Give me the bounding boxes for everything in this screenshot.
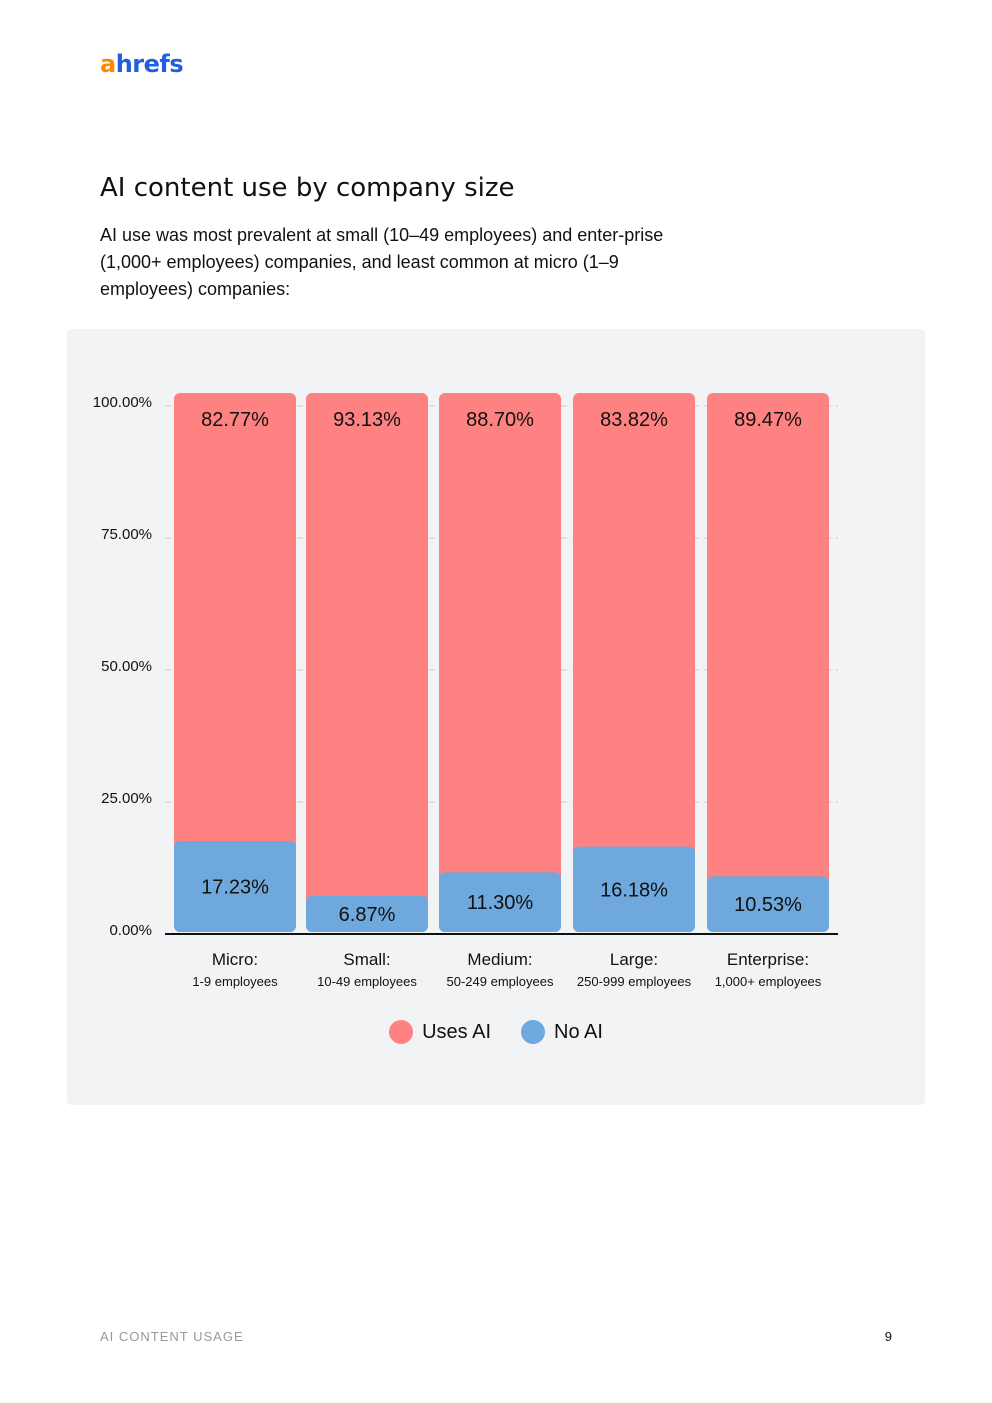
bar-no-ai (573, 846, 695, 932)
legend-swatch-uses-ai (389, 1020, 414, 1044)
footer-section-label: AI CONTENT USAGE (100, 1329, 244, 1344)
x-category-sublabel: 1,000+ employees (715, 974, 822, 989)
bar-label-no-ai: 11.30% (467, 892, 534, 914)
chart-legend: Uses AI No AI (0, 1020, 992, 1044)
bar-label-no-ai: 16.18% (600, 879, 668, 901)
page-subtitle: AI use was most prevalent at small (10–4… (100, 225, 664, 299)
y-tick-label: 100.00% (93, 394, 152, 411)
page-number: 9 (884, 1329, 892, 1344)
legend-swatch-no-ai (521, 1020, 545, 1044)
bar-uses-ai (707, 393, 829, 932)
y-tick-label: 0.00% (109, 922, 152, 939)
bar-label-uses-ai: 93.13% (333, 409, 401, 431)
x-category-label: Medium: (467, 950, 532, 969)
bar-uses-ai (174, 393, 296, 932)
bar-no-ai (707, 876, 829, 932)
bar-label-uses-ai: 89.47% (734, 409, 802, 431)
y-tick-label: 50.00% (101, 658, 152, 675)
bar-uses-ai (439, 393, 561, 932)
page-title: AI content use by company size (100, 173, 515, 203)
x-category-label: Enterprise: (727, 950, 809, 969)
y-tick-label: 75.00% (101, 526, 152, 543)
legend-label-uses-ai: Uses AI (422, 1020, 491, 1043)
ahrefs-logo: ahrefs (100, 50, 184, 78)
legend-item-uses-ai: Uses AI (389, 1020, 491, 1044)
bar-label-no-ai: 6.87% (339, 904, 396, 926)
x-category-sublabel: 250-999 employees (577, 974, 692, 989)
bar-label-no-ai: 17.23% (201, 877, 269, 899)
bar-label-no-ai: 10.53% (734, 894, 802, 916)
x-category-label: Micro: (212, 950, 258, 969)
y-tick-label: 25.00% (101, 790, 152, 807)
bar-uses-ai (306, 393, 428, 932)
bar-label-uses-ai: 88.70% (466, 409, 534, 431)
x-category-sublabel: 50-249 employees (447, 974, 554, 989)
x-category-label: Small: (343, 950, 390, 969)
x-category-label: Large: (610, 950, 658, 969)
bar-no-ai (306, 895, 428, 932)
bar-label-uses-ai: 82.77% (201, 409, 269, 431)
bar-no-ai (439, 872, 561, 932)
bar-label-uses-ai: 83.82% (600, 409, 668, 431)
legend-label-no-ai: No AI (554, 1020, 603, 1043)
legend-item-no-ai: No AI (521, 1020, 603, 1044)
bar-uses-ai (573, 393, 695, 932)
x-category-sublabel: 1-9 employees (192, 974, 278, 989)
x-category-sublabel: 10-49 employees (317, 974, 417, 989)
bar-no-ai (174, 841, 296, 932)
